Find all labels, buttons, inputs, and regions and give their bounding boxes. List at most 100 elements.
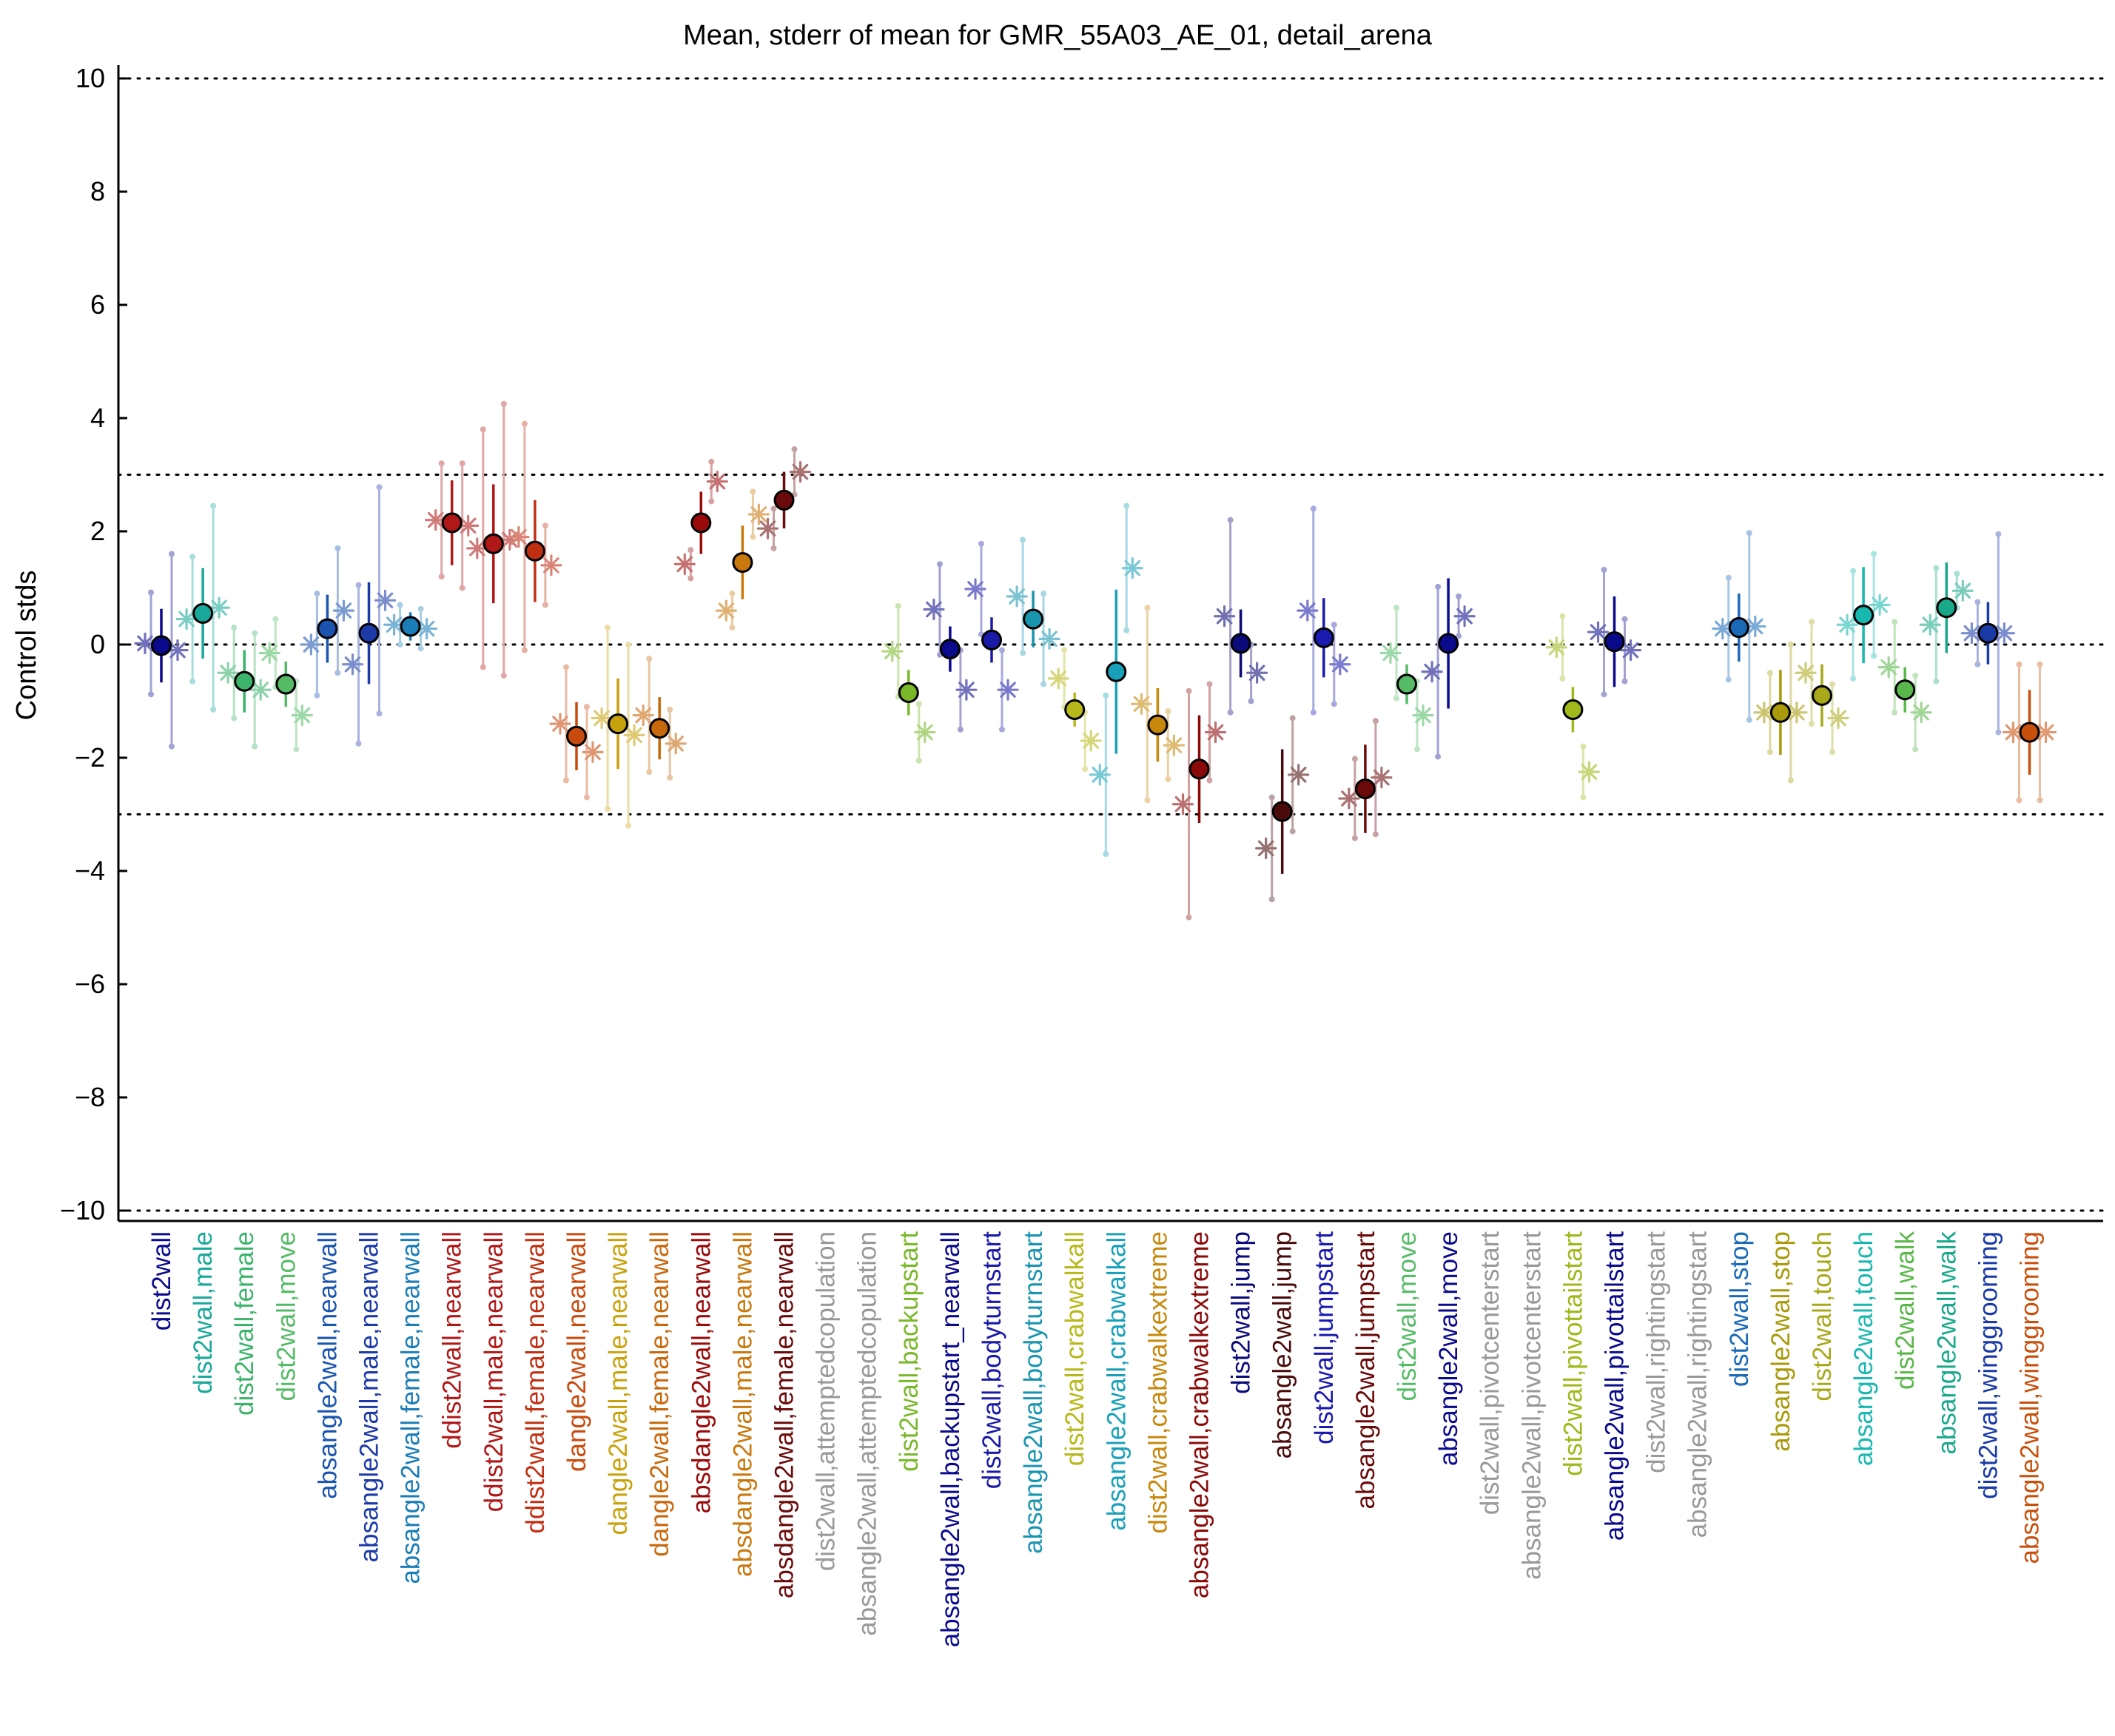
sex-mean-star: [217, 662, 239, 684]
category-21-marks: [1006, 536, 1060, 687]
male-sample-dot: [314, 692, 320, 699]
star-stroke: [709, 473, 726, 490]
sex-mean-star: [2034, 721, 2057, 744]
male-sample-dot: [2016, 797, 2022, 804]
star-stroke: [469, 540, 485, 556]
female-sample-dot: [1289, 828, 1296, 835]
mean-marker: [317, 618, 338, 639]
sex-mean-star: [332, 599, 354, 622]
category-10-marks: [549, 664, 604, 801]
male-sample-dot: [563, 777, 569, 784]
star-stroke: [211, 599, 227, 616]
female-sample-dot: [915, 757, 922, 764]
male-sample-dot: [1974, 599, 1981, 605]
female-sample-dot: [1871, 551, 1877, 557]
female-sample-dot: [915, 701, 922, 707]
male-sample-dot: [1020, 536, 1026, 543]
sex-mean-star: [665, 733, 687, 755]
male-sample-dot: [563, 664, 569, 670]
sex-mean-star: [756, 517, 779, 539]
female-sample-dot: [667, 774, 673, 781]
sex-mean-star: [1297, 599, 1319, 622]
x-tick-label: absangle2wall,attemptedcopulation: [853, 1231, 882, 1636]
mean-marker: [1562, 699, 1584, 720]
x-tick-label: dist2wall,rightingstart: [1642, 1231, 1671, 1473]
female-sample-dot: [1621, 616, 1628, 622]
female-sample-dot: [1456, 633, 1462, 639]
x-tick-label: dist2wall,male: [189, 1231, 218, 1394]
mean-marker: [234, 670, 255, 692]
male-sample-dot: [1850, 568, 1857, 574]
mean-marker: [1853, 605, 1874, 626]
star-stroke: [884, 643, 901, 659]
star-stroke: [511, 528, 527, 545]
sex-mean-star: [1619, 639, 1642, 662]
category-39-marks: [1753, 642, 1808, 784]
mean-marker: [2019, 721, 2040, 743]
male-sample-dot: [729, 625, 736, 631]
female-sample-dot: [542, 522, 548, 529]
sex-mean-star: [1213, 605, 1236, 628]
female-sample-dot: [1165, 708, 1171, 715]
sex-mean-star: [706, 471, 728, 493]
mean-marker: [400, 616, 421, 637]
star-stroke: [427, 511, 444, 528]
star-stroke: [1954, 582, 1971, 599]
sex-mean-star: [175, 608, 198, 630]
female-sample-dot: [1289, 715, 1296, 721]
sex-mean-star: [1047, 667, 1069, 690]
sex-mean-star: [383, 613, 406, 636]
mean-marker: [1977, 622, 1999, 644]
star-stroke: [1216, 608, 1233, 625]
male-sample-dot: [687, 547, 694, 554]
star-stroke: [1880, 659, 1897, 676]
sex-mean-star: [341, 653, 364, 676]
star-stroke: [676, 556, 693, 573]
female-sample-dot: [210, 706, 217, 713]
female-sample-dot: [1206, 777, 1213, 784]
star-stroke: [1257, 840, 1274, 857]
male-sample-dot: [770, 505, 777, 512]
star-stroke: [1382, 645, 1399, 662]
star-stroke: [1290, 767, 1307, 783]
star-stroke: [1299, 602, 1316, 619]
sex-mean-star: [1453, 605, 1476, 628]
category-40-marks: [1795, 619, 1849, 756]
star-stroke: [1756, 704, 1772, 721]
male-sample-dot: [1725, 676, 1732, 683]
mean-marker: [1604, 631, 1625, 653]
male-sample-dot: [1268, 794, 1275, 801]
x-tick-label: dist2wall,crabwalkall: [1060, 1231, 1089, 1466]
male-sample-dot: [521, 420, 528, 427]
x-tick-label: absangle2wall,walk: [1932, 1231, 1961, 1455]
male-sample-dot: [1020, 650, 1026, 656]
category-1-marks: [175, 502, 230, 713]
male-sample-dot: [978, 540, 984, 547]
female-sample-dot: [376, 710, 383, 717]
sex-mean-star: [1379, 642, 1402, 665]
mean-marker: [275, 673, 297, 695]
x-tick-label: dist2wall,jumpstart: [1310, 1231, 1339, 1444]
male-sample-dot: [397, 642, 403, 647]
sex-mean-star: [1951, 579, 1974, 602]
y-axis-ticks: −10 −8 −6 −4 −2 0 2 4 6 8 10: [60, 63, 127, 1225]
star-stroke: [303, 636, 320, 653]
sex-mean-star: [540, 554, 562, 576]
male-sample-dot: [231, 625, 238, 631]
mean-marker: [1230, 633, 1251, 654]
star-stroke: [1415, 707, 1431, 724]
female-sample-dot: [1912, 746, 1919, 753]
mean-marker: [192, 602, 214, 624]
star-stroke: [626, 727, 642, 744]
female-sample-dot: [500, 673, 507, 679]
sex-mean-star: [549, 713, 571, 735]
x-tick-label: absdangle2wall,male,nearwall: [728, 1231, 757, 1577]
x-tick-label: dangle2wall,nearwall: [562, 1231, 591, 1472]
star-stroke: [917, 724, 933, 741]
mean-marker: [524, 540, 545, 562]
x-tick-label: absangle2wall,nearwall: [313, 1231, 342, 1499]
star-stroke: [792, 463, 809, 480]
category-34-marks: [1545, 613, 1600, 801]
